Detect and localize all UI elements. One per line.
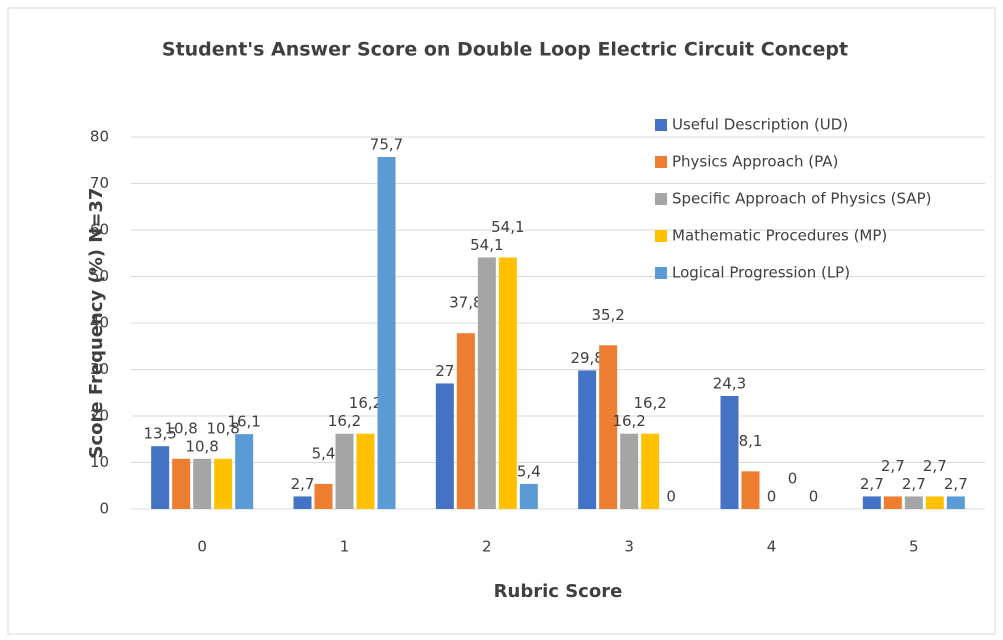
y-tick-label: 30 — [90, 360, 109, 378]
bar — [151, 446, 170, 509]
legend-label: Useful Description (UD) — [672, 116, 848, 134]
y-tick-label: 0 — [99, 500, 109, 518]
bar — [578, 370, 597, 509]
data-label: 16,2 — [328, 412, 361, 430]
data-label: 16,2 — [349, 394, 382, 412]
data-label: 29,8 — [570, 349, 603, 367]
legend-swatch — [655, 119, 667, 131]
bar — [925, 496, 944, 509]
x-tick-label: 1 — [340, 538, 350, 556]
legend-label: Physics Approach (PA) — [672, 153, 838, 171]
bar — [293, 496, 312, 509]
bar — [946, 496, 965, 509]
data-label: 5,4 — [517, 462, 541, 480]
bar — [620, 433, 639, 509]
data-label: 24,3 — [713, 375, 746, 393]
data-label: 0 — [767, 488, 777, 506]
bar — [214, 458, 233, 509]
legend-label: Logical Progression (LP) — [672, 264, 850, 282]
bar — [904, 496, 923, 509]
bar — [377, 156, 396, 509]
data-label: 54,1 — [491, 218, 524, 236]
bar — [172, 458, 191, 509]
y-tick-label: 40 — [90, 314, 109, 332]
legend-swatch — [655, 156, 667, 168]
data-label: 8,1 — [739, 432, 763, 450]
y-tick-label: 80 — [90, 128, 109, 146]
data-label: 75,7 — [370, 135, 403, 153]
bar — [456, 333, 475, 509]
data-label: 16,2 — [612, 412, 645, 430]
bar — [477, 257, 496, 509]
legend-label: Mathematic Procedures (MP) — [672, 227, 887, 245]
chart-title: Student's Answer Score on Double Loop El… — [162, 39, 848, 61]
y-tick-label: 20 — [90, 407, 109, 425]
data-label: 27 — [435, 362, 454, 380]
legend-swatch — [655, 230, 667, 242]
data-label: 2,7 — [923, 457, 947, 475]
legend-swatch — [655, 267, 667, 279]
x-tick-label: 3 — [624, 538, 634, 556]
bar — [741, 471, 760, 509]
x-tick-label: 5 — [909, 538, 919, 556]
data-label: 10,8 — [206, 419, 239, 437]
bar — [720, 396, 739, 509]
y-tick-label: 50 — [90, 267, 109, 285]
data-label: 2,7 — [881, 457, 905, 475]
x-tick-label: 2 — [482, 538, 492, 556]
bar — [235, 434, 254, 509]
x-axis-label: Rubric Score — [494, 581, 623, 602]
bar — [435, 383, 454, 509]
bar — [519, 483, 538, 509]
data-label: 10,8 — [185, 437, 218, 455]
y-tick-label: 70 — [90, 174, 109, 192]
data-label: 2,7 — [944, 475, 968, 493]
data-label: 37,8 — [449, 294, 482, 312]
bar — [314, 483, 333, 509]
data-label: 35,2 — [591, 306, 624, 324]
bar — [883, 496, 902, 509]
y-tick-label: 10 — [90, 453, 109, 471]
data-label: 16,1 — [227, 413, 260, 431]
data-label: 54,1 — [470, 236, 503, 254]
data-label: 13,5 — [143, 425, 176, 443]
x-tick-label: 0 — [197, 538, 207, 556]
bar — [498, 257, 517, 509]
y-tick-label: 60 — [90, 221, 109, 239]
bar — [356, 433, 375, 509]
data-label: 0 — [788, 470, 798, 488]
legend-swatch — [655, 193, 667, 205]
bar — [599, 345, 618, 509]
legend-label: Specific Approach of Physics (SAP) — [672, 190, 931, 208]
data-label: 2,7 — [860, 475, 884, 493]
bar — [641, 433, 660, 509]
bar — [862, 496, 881, 509]
data-label: 10,8 — [164, 419, 197, 437]
bar — [193, 458, 212, 509]
data-label: 2,7 — [291, 475, 315, 493]
data-label: 5,4 — [312, 444, 336, 462]
x-tick-label: 4 — [767, 538, 777, 556]
data-label: 16,2 — [633, 394, 666, 412]
bar — [335, 433, 354, 509]
data-label: 0 — [809, 488, 819, 506]
data-label: 0 — [666, 488, 676, 506]
y-axis-label: Score Frequency (%) N=37 — [86, 188, 107, 459]
data-label: 2,7 — [902, 475, 926, 493]
